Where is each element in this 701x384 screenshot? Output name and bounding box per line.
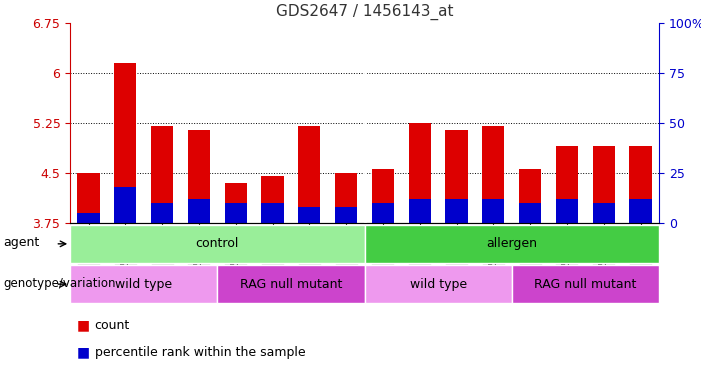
Text: genotype/variation: genotype/variation bbox=[4, 277, 116, 290]
Bar bbox=[188, 199, 210, 223]
Bar bbox=[482, 199, 504, 223]
Bar bbox=[224, 203, 247, 223]
Bar bbox=[372, 203, 394, 223]
Text: RAG null mutant: RAG null mutant bbox=[534, 278, 637, 291]
Bar bbox=[482, 126, 504, 223]
Bar bbox=[188, 129, 210, 223]
Bar bbox=[592, 146, 615, 223]
Bar bbox=[261, 176, 283, 223]
Bar bbox=[70, 225, 365, 263]
Bar bbox=[114, 63, 136, 223]
Text: wild type: wild type bbox=[115, 278, 172, 291]
Bar bbox=[556, 199, 578, 223]
Text: control: control bbox=[196, 237, 239, 250]
Bar bbox=[592, 203, 615, 223]
Text: count: count bbox=[95, 319, 130, 332]
Text: ■: ■ bbox=[77, 319, 90, 333]
Bar bbox=[77, 213, 100, 223]
Bar bbox=[372, 169, 394, 223]
Bar bbox=[335, 207, 357, 223]
Bar bbox=[217, 265, 365, 303]
Bar bbox=[556, 146, 578, 223]
Bar bbox=[409, 123, 430, 223]
Bar bbox=[445, 129, 468, 223]
Bar bbox=[261, 203, 283, 223]
Bar bbox=[365, 225, 659, 263]
Bar bbox=[114, 187, 136, 223]
Bar bbox=[299, 207, 320, 223]
Text: ■: ■ bbox=[77, 346, 90, 359]
Bar bbox=[151, 126, 173, 223]
Bar bbox=[224, 183, 247, 223]
Bar bbox=[519, 203, 541, 223]
Bar bbox=[409, 199, 430, 223]
Bar bbox=[335, 173, 357, 223]
Bar bbox=[512, 265, 659, 303]
Bar bbox=[629, 146, 652, 223]
Bar bbox=[519, 169, 541, 223]
Text: allergen: allergen bbox=[486, 237, 537, 250]
Text: percentile rank within the sample: percentile rank within the sample bbox=[95, 346, 305, 359]
Title: GDS2647 / 1456143_at: GDS2647 / 1456143_at bbox=[275, 4, 454, 20]
Bar bbox=[77, 173, 100, 223]
Text: RAG null mutant: RAG null mutant bbox=[240, 278, 342, 291]
Bar bbox=[365, 265, 512, 303]
Bar bbox=[629, 199, 652, 223]
Bar bbox=[299, 126, 320, 223]
Text: wild type: wild type bbox=[409, 278, 467, 291]
Bar bbox=[151, 203, 173, 223]
Bar bbox=[445, 199, 468, 223]
Bar bbox=[70, 265, 217, 303]
Text: agent: agent bbox=[4, 237, 40, 249]
